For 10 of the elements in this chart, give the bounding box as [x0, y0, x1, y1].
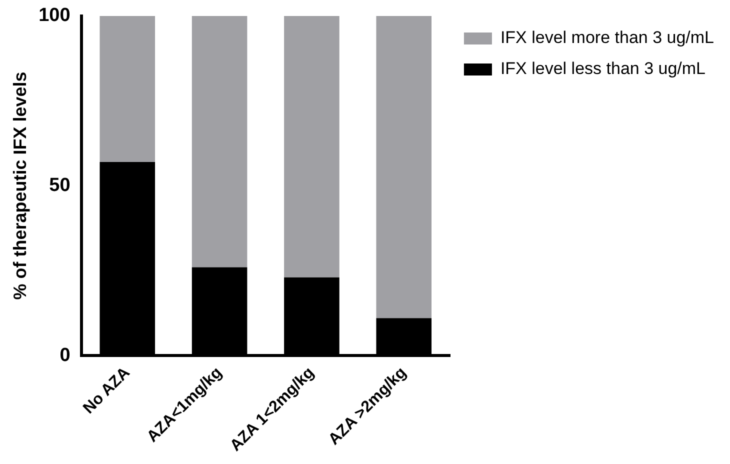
bar [192, 16, 248, 268]
bar [376, 16, 432, 318]
bar [284, 16, 340, 278]
y-axis-title: % of therapeutic IFX levels [10, 72, 30, 300]
y-tick-label: 50 [49, 174, 70, 196]
legend-label: IFX level more than 3 ug/mL [500, 28, 714, 48]
legend-label: IFX level less than 3 ug/mL [500, 59, 706, 78]
y-tick-label: 0 [60, 344, 70, 366]
y-tick-label: 100 [38, 5, 70, 26]
bar [100, 16, 156, 162]
